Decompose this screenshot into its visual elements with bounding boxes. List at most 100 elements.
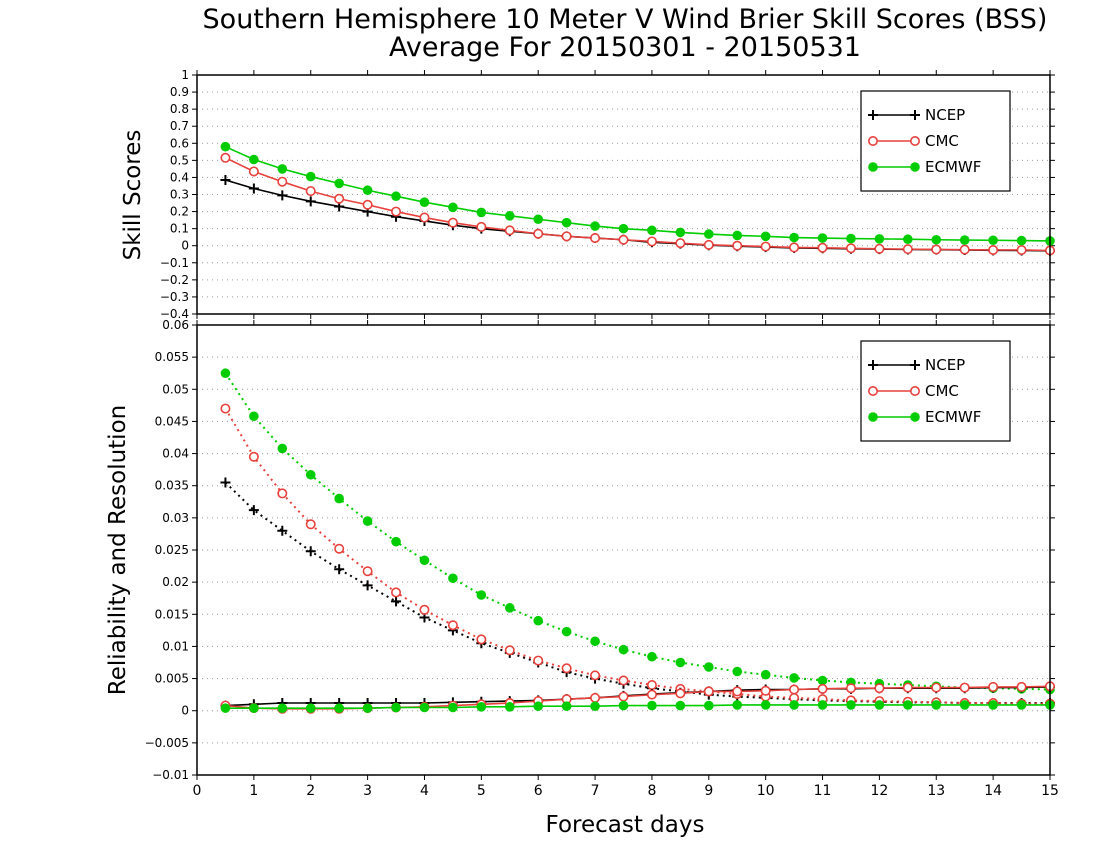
x-tick-label: 6 <box>534 783 543 799</box>
ecmwf-reliability-point <box>590 701 600 712</box>
y-tick-label: 0.5 <box>170 153 189 167</box>
x-tick-label: 10 <box>757 783 775 799</box>
ecmwf-resolution-point <box>732 666 743 677</box>
cmc-reliability-point <box>646 689 657 700</box>
ecmwf-point <box>704 229 714 239</box>
ecmwf-point <box>988 235 998 246</box>
legend-ncep-label: NCEP <box>925 356 965 374</box>
ecmwf-reliability-point <box>533 701 543 712</box>
cmc-resolution-point <box>447 620 458 631</box>
ecmwf-resolution-point <box>249 411 259 422</box>
ecmwf-point <box>561 217 572 228</box>
ecmwf-reliability-point <box>249 703 259 713</box>
ncep-point <box>305 196 316 207</box>
ecmwf-resolution-point <box>334 493 344 504</box>
cmc-point <box>476 221 487 232</box>
y-tick-label: 0.015 <box>155 607 189 621</box>
x-tick-label: 0 <box>193 783 202 799</box>
x-tick-label: 12 <box>870 783 888 799</box>
y-tick-label: 0.055 <box>155 350 189 364</box>
cmc-point <box>504 225 515 236</box>
legend-box <box>860 90 1011 192</box>
ncep-resolution-point <box>362 580 373 591</box>
ecmwf-reliability-point <box>419 702 430 713</box>
ecmwf-reliability-point <box>988 700 998 710</box>
cmc-point <box>305 186 316 197</box>
ecmwf-point <box>362 185 373 196</box>
ecmwf-point <box>959 235 970 245</box>
ecmwf-reliability-point <box>931 700 942 710</box>
y-tick-label: 1 <box>181 68 189 82</box>
ecmwf-reliability-point <box>476 702 487 712</box>
legend-ncep-marker <box>910 110 920 120</box>
y-tick-label: 0.02 <box>162 575 189 589</box>
cmc-point <box>646 236 657 247</box>
ecmwf-resolution-point <box>220 368 231 379</box>
ecmwf-reliability-point <box>959 700 970 710</box>
cmc-point <box>277 176 288 187</box>
ecmwf-reliability-point <box>305 703 316 713</box>
ecmwf-point <box>277 164 288 174</box>
ecmwf-reliability-point <box>277 703 288 713</box>
cmc-point <box>789 242 800 253</box>
cmc-reliability-point <box>817 683 828 694</box>
cmc-resolution-point <box>305 519 316 530</box>
legend-cmc-marker <box>867 385 878 396</box>
ecmwf-point <box>1016 235 1027 246</box>
ecmwf-point <box>789 232 799 243</box>
skill-scores-panel: −0.4 −0.3 −0.2 −0.1 0 0.1 0.2 0.3 0.4 0.5 0.6 0.7 0.… <box>160 68 1056 321</box>
ecmwf-resolution-point <box>789 673 799 683</box>
x-tick-label: 7 <box>591 783 600 799</box>
ncep-point <box>277 190 288 201</box>
ecmwf-resolution-point <box>704 662 714 672</box>
x-tick-label: 4 <box>420 783 429 799</box>
y-tick-label: 0.4 <box>170 170 189 184</box>
ecmwf-point <box>903 234 913 245</box>
ecmwf-point <box>476 207 487 218</box>
y-tick-label: 0.6 <box>170 136 189 150</box>
ecmwf-reliability-point <box>1016 700 1027 710</box>
chart-title: Southern Hemisphere 10 Meter V Wind Brie… <box>203 4 1048 35</box>
ecmwf-reliability-point <box>760 700 771 710</box>
cmc-resolution-point <box>561 663 572 674</box>
y-tick-label: 0.035 <box>155 479 189 493</box>
ncep-point <box>220 174 231 185</box>
ecmwf-resolution-point <box>362 516 373 526</box>
ncep-resolution-point <box>305 546 316 557</box>
ecmwf-reliability-point <box>704 700 714 711</box>
cmc-point <box>618 234 629 245</box>
cmc-reliability-point <box>618 691 629 702</box>
cmc-point <box>817 242 828 253</box>
cmc-point <box>675 238 686 249</box>
cmc-reliability-point <box>959 682 970 693</box>
cmc-point <box>902 244 913 255</box>
reliability-resolution-panel: −0.01 −0.005 0 0.005 0.01 0.015 0.02 0.025 0.03 0… <box>145 318 1056 782</box>
ncep-point <box>248 183 259 194</box>
y-tick-label: 0.3 <box>170 188 189 202</box>
legend: NCEP CMC ECMWF <box>860 340 1011 442</box>
cmc-point <box>874 243 885 254</box>
cmc-reliability-point <box>789 684 800 695</box>
ecmwf-reliability-point <box>817 700 828 710</box>
x-tick-label: 2 <box>306 783 315 799</box>
ecmwf-resolution-point <box>561 626 572 637</box>
ncep-resolution-point <box>277 525 288 536</box>
cmc-resolution-point <box>362 566 373 577</box>
legend-ncep-label: NCEP <box>925 106 965 124</box>
cmc-resolution-point <box>646 679 657 690</box>
chart-subtitle: Average For 20150301 - 20150531 <box>389 32 861 63</box>
ecmwf-point <box>391 191 401 202</box>
ecmwf-point <box>305 171 316 182</box>
ecmwf-reliability-point <box>334 703 344 713</box>
cmc-resolution-point <box>248 451 259 462</box>
cmc-reliability-point <box>760 685 771 696</box>
ecmwf-reliability-point <box>504 702 515 712</box>
cmc-point <box>845 243 856 254</box>
cmc-reliability-point <box>1016 681 1027 692</box>
cmc-resolution-point <box>334 543 345 554</box>
ecmwf-reliability-point <box>732 700 743 710</box>
ecmwf-reliability-point <box>561 701 572 712</box>
ecmwf-point <box>419 197 430 207</box>
x-tick-label: 5 <box>477 783 486 799</box>
